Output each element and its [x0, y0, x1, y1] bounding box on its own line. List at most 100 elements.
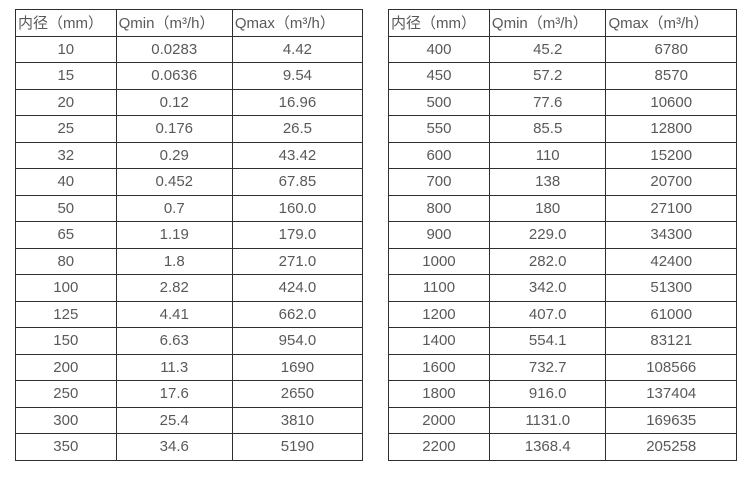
qmax-cell: 4.42: [231, 35, 364, 63]
table-row: 900 229.0 34300: [388, 221, 737, 249]
table-row: 2000 1131.0 169635: [388, 406, 737, 434]
qmax-cell: 42400: [605, 247, 737, 275]
qmin-cell: 0.29: [115, 141, 233, 169]
qmin-cell: 732.7: [488, 353, 607, 381]
table-row: 65 1.19 179.0: [15, 221, 364, 249]
table-row: 200 11.3 1690: [15, 353, 364, 381]
table-row: 32 0.29 43.42: [15, 141, 364, 169]
qmin-cell: 1.8: [115, 247, 233, 275]
qmin-cell: 17.6: [115, 380, 233, 408]
qmin-cell: 25.4: [115, 406, 233, 434]
qmin-cell: 0.12: [115, 88, 233, 116]
qmax-cell: 169635: [605, 406, 737, 434]
diameter-cell: 2200: [388, 433, 490, 461]
diameter-cell: 32: [15, 141, 117, 169]
qmin-cell: 11.3: [115, 353, 233, 381]
qmax-cell: 27100: [605, 194, 737, 222]
flow-capacity-table-small-diameters: 内径（mm） Qmin（m³/h） Qmax（m³/h） 10 0.0283 4.42 1…: [15, 9, 364, 461]
diameter-cell: 550: [388, 115, 490, 143]
qmax-cell: 108566: [605, 353, 737, 381]
qmin-cell: 554.1: [488, 327, 607, 355]
qmax-cell: 2650: [231, 380, 364, 408]
diameter-cell: 1400: [388, 327, 490, 355]
table-row: 40 0.452 67.85: [15, 168, 364, 196]
diameter-cell: 2000: [388, 406, 490, 434]
diameter-cell: 10: [15, 35, 117, 63]
qmin-cell: 85.5: [488, 115, 607, 143]
qmin-cell: 180: [488, 194, 607, 222]
qmin-cell: 342.0: [488, 274, 607, 302]
table-row: 1000 282.0 42400: [388, 247, 737, 275]
qmax-cell: 137404: [605, 380, 737, 408]
diameter-cell: 500: [388, 88, 490, 116]
qmax-cell: 205258: [605, 433, 737, 461]
qmax-column-header: Qmax（m³/h）: [605, 9, 737, 37]
qmin-cell: 0.0636: [115, 62, 233, 90]
table-row: 20 0.12 16.96: [15, 88, 364, 116]
diameter-cell: 1100: [388, 274, 490, 302]
qmax-cell: 83121: [605, 327, 737, 355]
table-header-row: 内径（mm） Qmin（m³/h） Qmax（m³/h）: [15, 9, 364, 37]
qmax-cell: 16.96: [231, 88, 364, 116]
table-row: 25 0.176 26.5: [15, 115, 364, 143]
table-row: 1400 554.1 83121: [388, 327, 737, 355]
table-row: 500 77.6 10600: [388, 88, 737, 116]
qmin-cell: 6.63: [115, 327, 233, 355]
diameter-cell: 50: [15, 194, 117, 222]
qmax-cell: 67.85: [231, 168, 364, 196]
diameter-cell: 400: [388, 35, 490, 63]
qmin-cell: 57.2: [488, 62, 607, 90]
qmax-cell: 6780: [605, 35, 737, 63]
qmax-cell: 424.0: [231, 274, 364, 302]
qmin-cell: 0.452: [115, 168, 233, 196]
qmin-cell: 282.0: [488, 247, 607, 275]
table-row: 1800 916.0 137404: [388, 380, 737, 408]
qmax-cell: 271.0: [231, 247, 364, 275]
qmax-cell: 9.54: [231, 62, 364, 90]
table-row: 250 17.6 2650: [15, 380, 364, 408]
table-row: 2200 1368.4 205258: [388, 433, 737, 461]
qmin-cell: 45.2: [488, 35, 607, 63]
table-row: 1600 732.7 108566: [388, 353, 737, 381]
qmin-cell: 1368.4: [488, 433, 607, 461]
qmax-cell: 34300: [605, 221, 737, 249]
table-row: 600 110 15200: [388, 141, 737, 169]
qmax-cell: 20700: [605, 168, 737, 196]
table-row: 700 138 20700: [388, 168, 737, 196]
qmax-cell: 12800: [605, 115, 737, 143]
diameter-cell: 1600: [388, 353, 490, 381]
qmax-cell: 662.0: [231, 300, 364, 328]
qmin-cell: 2.82: [115, 274, 233, 302]
table-row: 80 1.8 271.0: [15, 247, 364, 275]
table-row: 10 0.0283 4.42: [15, 35, 364, 63]
diameter-cell: 350: [15, 433, 117, 461]
qmax-cell: 43.42: [231, 141, 364, 169]
flow-capacity-table-large-diameters: 内径（mm） Qmin（m³/h） Qmax（m³/h） 400 45.2 6780 45…: [388, 9, 737, 461]
diameter-cell: 65: [15, 221, 117, 249]
qmin-cell: 1131.0: [488, 406, 607, 434]
qmin-cell: 229.0: [488, 221, 607, 249]
table-row: 150 6.63 954.0: [15, 327, 364, 355]
diameter-cell: 600: [388, 141, 490, 169]
table-row: 550 85.5 12800: [388, 115, 737, 143]
qmax-cell: 10600: [605, 88, 737, 116]
table-row: 300 25.4 3810: [15, 406, 364, 434]
diameter-cell: 1000: [388, 247, 490, 275]
table-row: 1200 407.0 61000: [388, 300, 737, 328]
qmax-cell: 160.0: [231, 194, 364, 222]
table-row: 125 4.41 662.0: [15, 300, 364, 328]
diameter-cell: 15: [15, 62, 117, 90]
qmax-cell: 26.5: [231, 115, 364, 143]
diameter-cell: 800: [388, 194, 490, 222]
diameter-cell: 250: [15, 380, 117, 408]
diameter-cell: 300: [15, 406, 117, 434]
table-row: 15 0.0636 9.54: [15, 62, 364, 90]
table-row: 50 0.7 160.0: [15, 194, 364, 222]
qmax-cell: 3810: [231, 406, 364, 434]
table-header-row: 内径（mm） Qmin（m³/h） Qmax（m³/h）: [388, 9, 737, 37]
table-row: 450 57.2 8570: [388, 62, 737, 90]
qmax-cell: 8570: [605, 62, 737, 90]
qmax-column-header: Qmax（m³/h）: [231, 9, 364, 37]
table-row: 1100 342.0 51300: [388, 274, 737, 302]
